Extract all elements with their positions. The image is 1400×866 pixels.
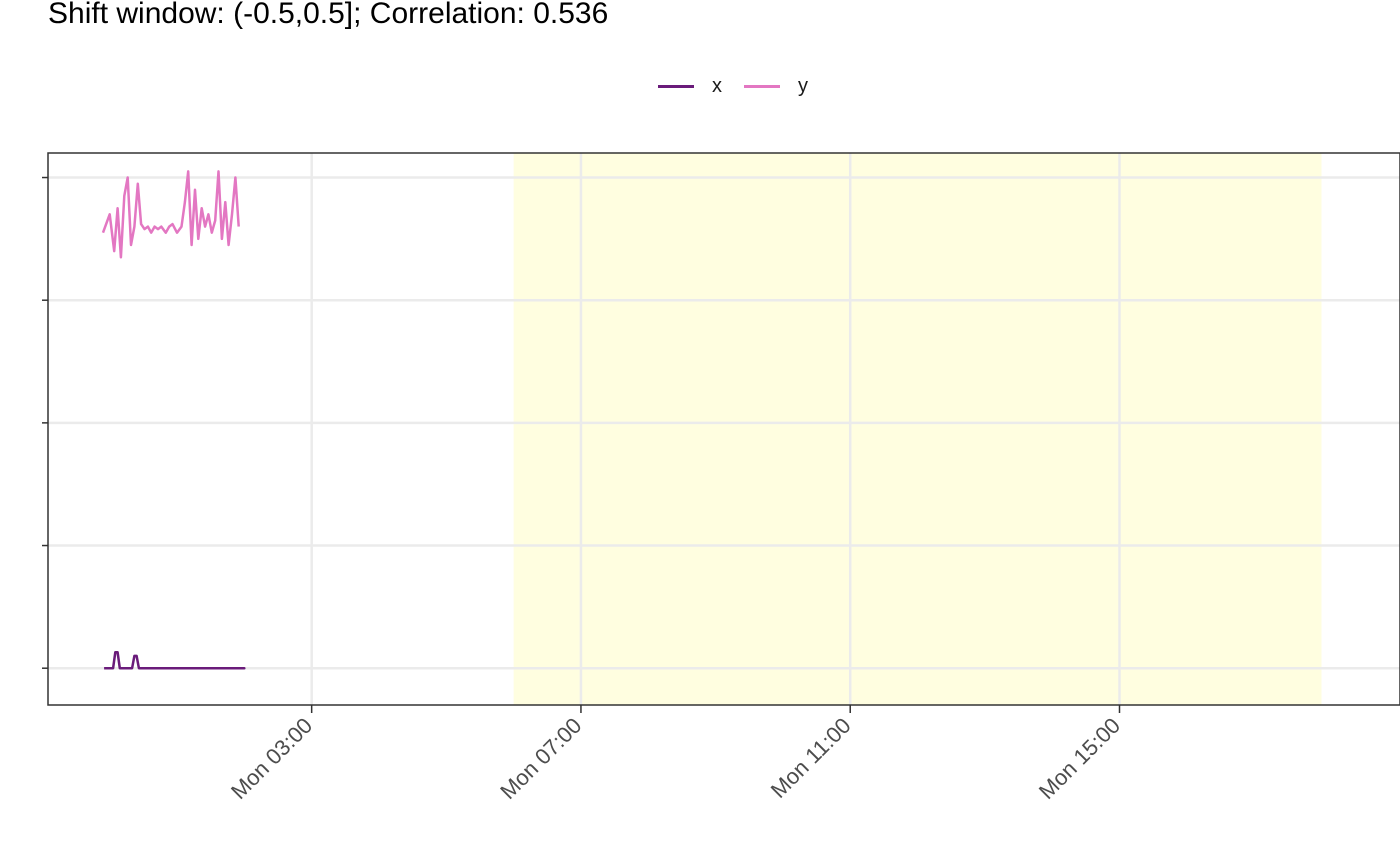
chart-title: Shift window: (-0.5,0.5]; Correlation: 0… (48, 0, 609, 30)
legend-key-x (658, 84, 694, 88)
series-line-y (101, 170, 240, 259)
legend-item-x: x (658, 75, 722, 98)
series-line-x (104, 651, 246, 670)
panel-border (47, 152, 1400, 706)
x-tick-label: Mon 11:00 (766, 713, 856, 803)
x-tick-label: Mon 15:00 (1034, 713, 1125, 804)
legend-label-x: x (712, 74, 722, 97)
legend-item-y: y (744, 75, 808, 98)
x-tick-label: Mon 03:00 (226, 713, 317, 804)
legend-label-y: y (798, 74, 808, 97)
highlight-window (513, 153, 1322, 705)
x-tick-label: Mon 07:00 (495, 713, 586, 804)
legend-key-y (744, 84, 780, 88)
legend: x y (0, 70, 1400, 102)
